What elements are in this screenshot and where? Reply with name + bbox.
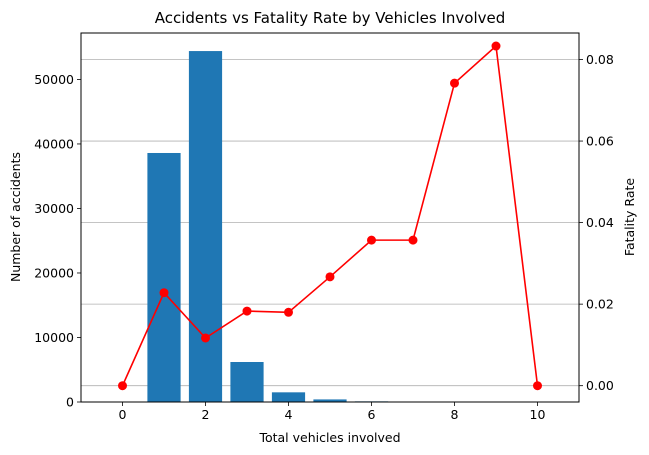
line-point-2 bbox=[201, 333, 210, 343]
line-point-8 bbox=[450, 78, 459, 88]
line-point-9 bbox=[491, 41, 501, 51]
y-right-tick-label-3: 0.06 bbox=[586, 134, 614, 149]
y-right-tick-label-2: 0.04 bbox=[586, 215, 614, 230]
axis-layer: 0 2 4 6 8 10 0 10000 20000 30000 40000 50000 0.00 0.0… bbox=[34, 52, 614, 422]
line-point-6 bbox=[367, 235, 376, 245]
line-point-3 bbox=[242, 306, 252, 316]
x-tick-label-2: 2 bbox=[202, 407, 210, 422]
line-point-0 bbox=[118, 381, 127, 391]
y-left-tick-label-50000: 50000 bbox=[34, 72, 74, 87]
fatality-rate-line bbox=[121, 44, 539, 387]
bar-4 bbox=[271, 392, 306, 402]
y-axis-left-label: Number of accidents bbox=[8, 152, 23, 282]
y-axis-right-label: Fatality Rate bbox=[622, 178, 637, 256]
line-point-10 bbox=[533, 381, 542, 391]
bar-3 bbox=[230, 362, 264, 402]
line-point-5 bbox=[325, 272, 335, 282]
bar-1 bbox=[147, 152, 181, 402]
line-layer bbox=[118, 41, 542, 391]
x-axis-label: Total vehicles involved bbox=[258, 430, 400, 445]
x-tick-label-4: 4 bbox=[285, 407, 293, 422]
bar-2 bbox=[188, 51, 223, 403]
y-left-tick-label-30000: 30000 bbox=[34, 201, 74, 216]
line-point-7 bbox=[408, 235, 418, 245]
x-tick-label-10: 10 bbox=[530, 407, 546, 422]
x-tick-label-0: 0 bbox=[119, 407, 127, 422]
line-point-4 bbox=[284, 307, 293, 317]
y-left-tick-label-10000: 10000 bbox=[34, 330, 74, 345]
line-point-1 bbox=[159, 288, 169, 298]
y-left-tick-label-40000: 40000 bbox=[34, 136, 74, 151]
x-tick-label-6: 6 bbox=[368, 407, 376, 422]
bar-5 bbox=[313, 399, 347, 402]
bar-layer bbox=[147, 51, 430, 403]
y-right-tick-label-4: 0.08 bbox=[586, 52, 614, 67]
chart-title: Accidents vs Fatality Rate by Vehicles I… bbox=[155, 9, 506, 27]
y-left-tick-label-0: 0 bbox=[66, 395, 74, 410]
plot-frame bbox=[80, 32, 580, 403]
y-right-tick-label-1: 0.02 bbox=[586, 297, 614, 312]
x-tick-label-8: 8 bbox=[451, 407, 459, 422]
y-left-tick-label-20000: 20000 bbox=[34, 265, 74, 280]
y-right-tick-label-0: 0.00 bbox=[586, 378, 614, 393]
